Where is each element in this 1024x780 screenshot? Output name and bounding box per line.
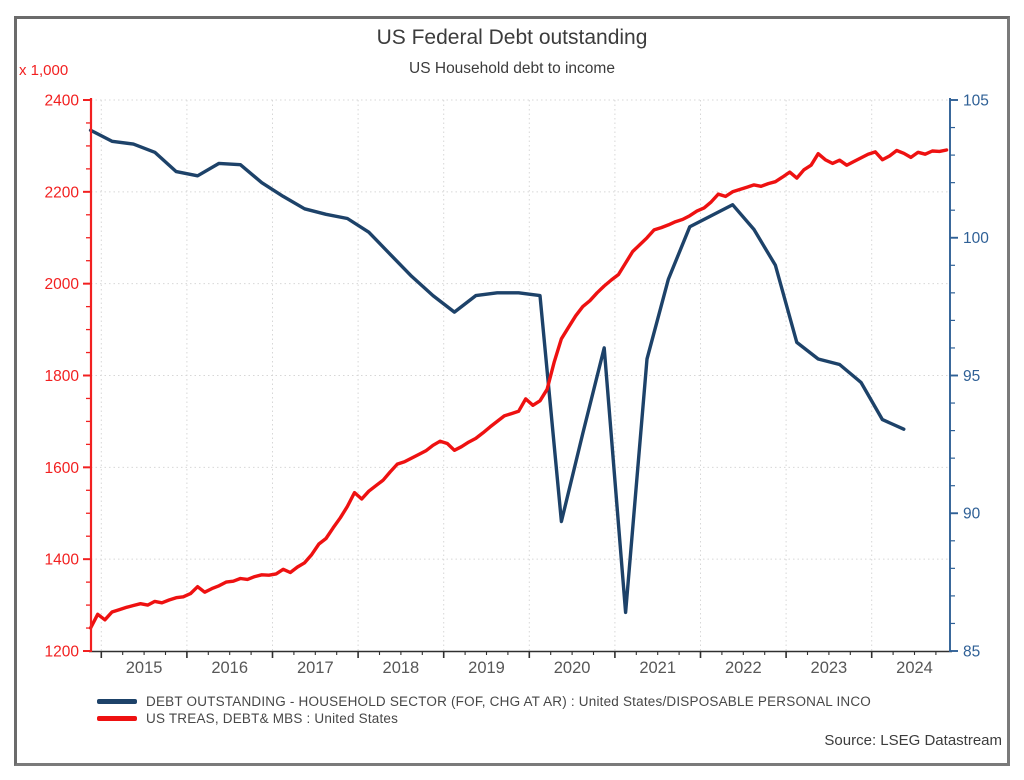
- legend-swatch-red-line: [97, 716, 137, 721]
- series-us-treas: [88, 148, 949, 630]
- left-axis-tick-label: 1200: [45, 643, 80, 660]
- gridlines: [91, 99, 950, 651]
- right-axis-tick-label: 95: [963, 368, 980, 385]
- legend-label: US TREAS, DEBT& MBS : United States: [146, 711, 399, 726]
- x-axis-tick-label: 2018: [383, 659, 420, 677]
- left-axis-tick-label: 1800: [45, 368, 80, 385]
- x-axis-tick-label: 2022: [725, 659, 762, 677]
- x-axis-tick-label: 2015: [126, 659, 163, 677]
- left-axis-tick-label: 2000: [45, 276, 80, 293]
- legend-label: DEBT OUTSTANDING - HOUSEHOLD SECTOR (FOF…: [146, 694, 872, 709]
- right-axis-tick-label: 90: [963, 506, 981, 523]
- left-axis-tick-label: 2400: [45, 92, 80, 109]
- left-axis-multiplier-label: x 1,000: [19, 62, 69, 79]
- legend-swatch-blue-line: [97, 699, 137, 704]
- x-axis-tick-label: 2017: [297, 659, 334, 677]
- right-axis: 85 90 95 100 105: [949, 92, 989, 660]
- series-debt-outstanding: [88, 128, 906, 615]
- window-frame: [14, 16, 1010, 766]
- right-axis-tick-label: 100: [963, 230, 989, 247]
- x-axis-tick-label: 2023: [811, 659, 848, 677]
- legend: DEBT OUTSTANDING - HOUSEHOLD SECTOR (FOF…: [97, 693, 1007, 727]
- left-axis-tick-label: 1400: [45, 552, 80, 569]
- x-axis: 2015 2016 2017 2018 2019 2020 2021 2022 2023 2024: [89, 650, 952, 677]
- legend-item-debt-outstanding: DEBT OUTSTANDING - HOUSEHOLD SECTOR (FOF…: [97, 693, 1007, 710]
- left-axis: 1200 1400 1600 1800 2000 2200 2400: [45, 92, 93, 660]
- right-axis-tick-label: 105: [963, 92, 989, 109]
- chart-subtitle: US Household debt to income: [409, 60, 615, 77]
- left-axis-tick-label: 1600: [45, 460, 80, 477]
- x-axis-tick-label: 2021: [639, 659, 676, 677]
- x-axis-tick-label: 2020: [554, 659, 591, 677]
- x-axis-tick-label: 2016: [211, 659, 248, 677]
- left-axis-tick-label: 2200: [45, 184, 80, 201]
- source-label: Source: LSEG Datastream: [824, 732, 1002, 749]
- right-axis-tick-label: 85: [963, 643, 980, 660]
- x-axis-tick-label: 2019: [468, 659, 505, 677]
- x-axis-tick-label: 2024: [896, 659, 933, 677]
- legend-item-us-treas: US TREAS, DEBT& MBS : United States: [97, 710, 1007, 727]
- chart-title: US Federal Debt outstanding: [376, 26, 648, 49]
